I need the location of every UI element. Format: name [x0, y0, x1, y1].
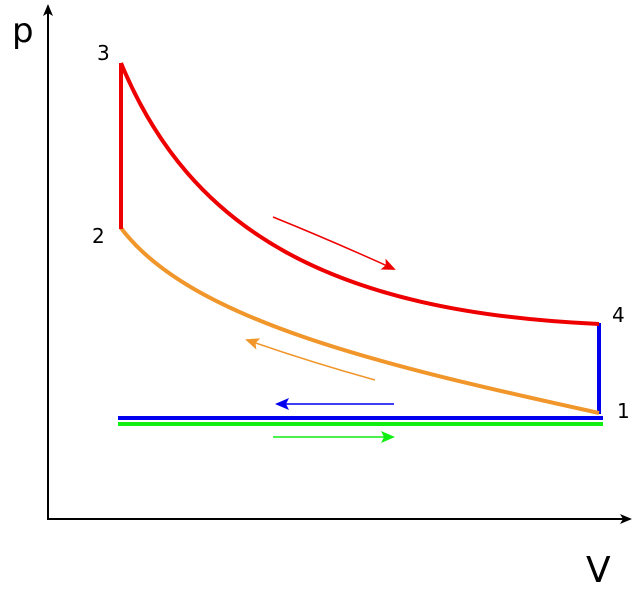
state-label: 1: [617, 399, 630, 423]
direction-arrow: [245, 338, 376, 381]
state-label: 3: [97, 41, 110, 65]
x-axis-label: V: [586, 550, 611, 591]
y-axis-label: p: [12, 11, 34, 51]
state-label: 4: [612, 303, 625, 327]
compression-curve: [119, 226, 600, 415]
direction-arrow: [272, 216, 396, 270]
state-label: 2: [92, 224, 105, 248]
expansion-curve: [119, 62, 600, 326]
